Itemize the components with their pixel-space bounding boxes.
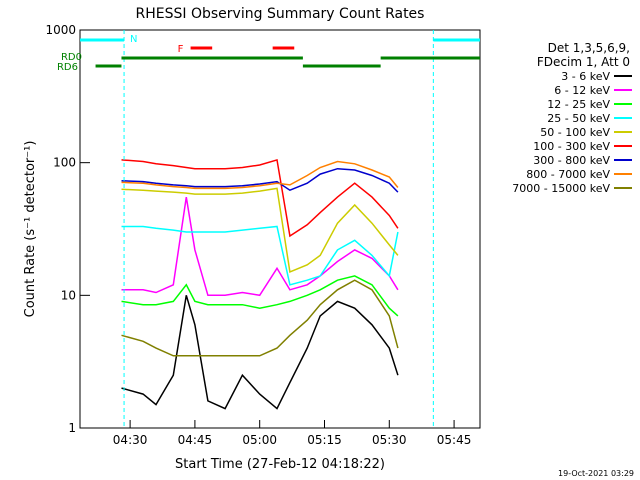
series-line-0 [121,295,399,410]
series-line-2 [121,275,399,317]
x-axis-label: Start Time (27-Feb-12 04:18:22) [175,457,385,472]
y-tick-label-1: 10 [61,288,76,302]
series-line-5 [121,158,399,238]
footer-timestamp: 19-Oct-2021 03:29 [558,469,634,478]
flag-label-rd0: RD0 [61,52,82,63]
legend-entry-1: 6 - 12 keV [554,84,610,97]
series-line-8 [121,279,399,357]
legend-entry-5: 100 - 300 keV [533,140,610,153]
legend-entry-8: 7000 - 15000 keV [512,182,610,195]
legend-header-line-1: Det 1,3,5,6,9, [548,41,630,55]
series-layer [121,158,399,410]
y-tick-label-3: 1000 [45,23,76,37]
legend-entry-0: 3 - 6 keV [561,70,610,83]
legend-entry-3: 25 - 50 keV [547,112,610,125]
axes-layer: 04:30 04:45 05:00 05:15 05:30 05:45 1 10 100 1000 [45,23,471,447]
series-line-3 [121,225,399,286]
x-tick-label-2: 05:00 [242,433,277,447]
legend-entry-6: 300 - 800 keV [533,154,610,167]
series-line-6 [121,167,399,193]
legend-entry-4: 50 - 100 keV [540,126,610,139]
x-tick-label-0: 04:30 [113,433,148,447]
flag-label-rd6: RD6 [57,62,78,73]
flag-label-saa: N [130,34,137,45]
series-line-7 [121,160,399,190]
flag-label-flare: F [178,44,184,55]
x-tick-label-3: 05:15 [307,433,342,447]
series-line-4 [121,187,399,274]
x-tick-label-5: 05:45 [437,433,472,447]
legend-header-line-2: FDecim 1, Att 0 [537,55,630,69]
y-tick-label-2: 100 [53,156,76,170]
plot-frame [79,29,481,429]
x-tick-label-4: 05:30 [372,433,407,447]
series-line-1 [121,196,399,297]
y-axis-label: Count Rate (s⁻¹ detector⁻¹) [23,141,38,318]
legend-entry-2: 12 - 25 keV [547,98,610,111]
x-tick-label-1: 04:45 [178,433,213,447]
legend-entry-7: 800 - 7000 keV [526,168,610,181]
y-tick-label-0: 1 [68,421,76,435]
chart-title: RHESSI Observing Summary Count Rates [136,6,425,22]
